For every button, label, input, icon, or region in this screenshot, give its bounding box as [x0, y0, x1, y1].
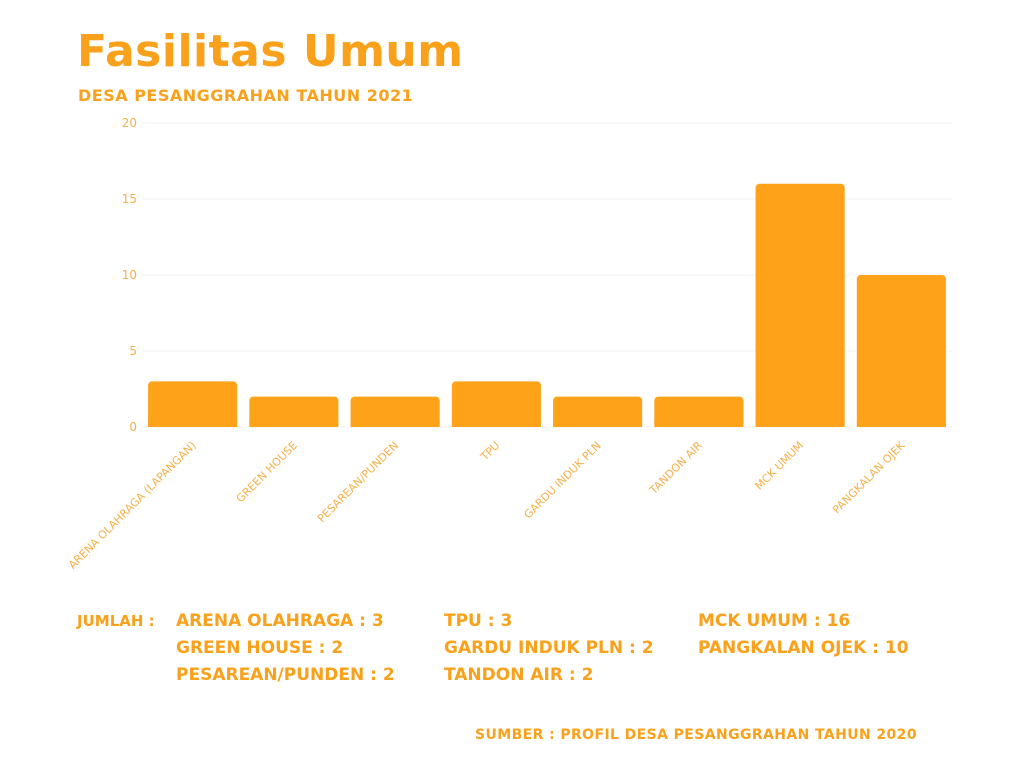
summary-item: PESAREAN/PUNDEN : 2: [176, 665, 395, 685]
summary-item: ARENA OLAHRAGA : 3: [176, 611, 384, 631]
x-tick-label: TANDON AIR: [646, 439, 705, 498]
x-tick-label: PESAREAN/PUNDEN: [315, 439, 401, 525]
bar-6: [755, 183, 845, 427]
chart-title: Fasilitas Umum: [77, 26, 464, 77]
source-note: SUMBER : PROFIL DESA PESANGGRAHAN TAHUN …: [475, 727, 917, 743]
bar-base-2: [350, 421, 440, 427]
bar-chart: 0 5 10 15 20 ARENA OLAHRAGA (LAPANGAN) GREEN H…: [66, 116, 952, 572]
summary-item: TPU : 3: [444, 611, 513, 631]
x-tick-label: GARDU INDUK PLN: [521, 439, 603, 521]
bar-base-5: [654, 421, 744, 427]
bar-base-0: [148, 421, 238, 427]
summary-item: GREEN HOUSE : 2: [176, 638, 344, 658]
bar-base-4: [553, 421, 643, 427]
y-tick-label: 0: [129, 420, 137, 434]
bar-7: [856, 275, 946, 427]
x-tick-label: MCK UMUM: [753, 439, 807, 493]
y-tick-label: 10: [122, 268, 137, 282]
x-tick-label: TPU: [477, 439, 502, 464]
x-tick-label: PANGKALAN OJEK: [830, 438, 908, 516]
chart-subtitle: DESA PESANGGRAHAN TAHUN 2021: [78, 86, 414, 105]
bar-0: [148, 381, 238, 427]
bar-2: [350, 396, 440, 427]
bar-4: [553, 396, 643, 427]
y-tick-label: 5: [129, 344, 137, 358]
y-tick-label: 15: [122, 192, 137, 206]
summary-item: MCK UMUM : 16: [698, 611, 851, 631]
summary-lead: JUMLAH :: [77, 612, 155, 630]
bar-base-1: [249, 421, 339, 427]
summary-item: TANDON AIR : 2: [444, 665, 594, 685]
bar-3: [451, 381, 541, 427]
bar-1: [249, 396, 339, 427]
summary-item: GARDU INDUK PLN : 2: [444, 638, 654, 658]
summary-column-3: MCK UMUM : 16 PANGKALAN OJEK : 10: [698, 610, 909, 664]
x-tick-label: ARENA OLAHRAGA (LAPANGAN): [66, 439, 199, 572]
summary-column-1: ARENA OLAHRAGA : 3 GREEN HOUSE : 2 PESAR…: [176, 610, 395, 691]
bar-base-6: [755, 421, 845, 427]
summary-item: PANGKALAN OJEK : 10: [698, 638, 909, 658]
x-tick-label: GREEN HOUSE: [234, 439, 300, 505]
y-tick-label: 20: [122, 116, 137, 130]
bar-5: [654, 396, 744, 427]
summary-column-2: TPU : 3 GARDU INDUK PLN : 2 TANDON AIR :…: [444, 610, 654, 691]
bar-base-7: [856, 421, 946, 427]
bar-base-3: [451, 421, 541, 427]
